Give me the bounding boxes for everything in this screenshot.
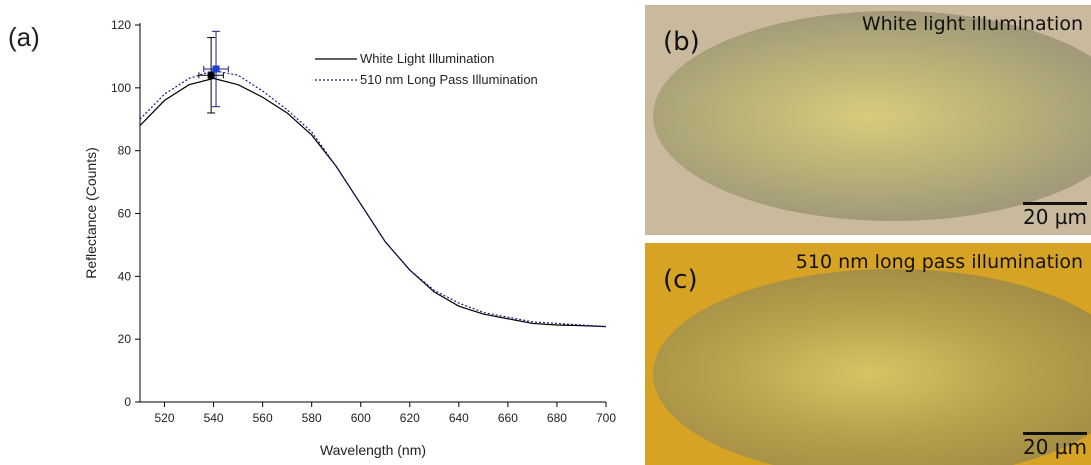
panel-caption: 510 nm long pass illumination xyxy=(796,251,1083,273)
y-tick-label: 0 xyxy=(124,395,131,409)
x-tick-label: 660 xyxy=(498,411,518,425)
panel-label: (b) xyxy=(663,27,700,57)
y-tick-label: 40 xyxy=(118,269,132,283)
y-tick-label: 100 xyxy=(111,81,131,95)
image-panel: (c) 510 nm long pass illumination 20 µm xyxy=(645,243,1091,465)
figure: {"chart_data": {"type": "line", "panel_l… xyxy=(0,0,1091,465)
chart: (a) Wavelength (nm) Reflectance (Counts)… xyxy=(0,0,640,465)
data-point xyxy=(213,65,220,72)
scale-bar: 20 µm xyxy=(1023,432,1087,459)
x-tick-label: 580 xyxy=(302,411,322,425)
scale-bar: 20 µm xyxy=(1023,202,1087,229)
x-tick-label: 680 xyxy=(547,411,567,425)
x-tick-label: 520 xyxy=(155,411,175,425)
legend-label: 510 nm Long Pass Illumination xyxy=(360,72,538,87)
specimen xyxy=(653,11,1091,221)
line xyxy=(140,71,606,327)
x-tick-label: 700 xyxy=(596,411,616,425)
x-tick-label: 640 xyxy=(449,411,469,425)
y-axis-label: Reflectance (Counts) xyxy=(83,147,99,279)
image-panel: (b) White light illumination 20 µm xyxy=(645,5,1091,235)
panel-caption: White light illumination xyxy=(862,13,1083,35)
y-tick-label: 20 xyxy=(118,332,132,346)
legend-label: White Light Illumination xyxy=(360,51,494,66)
panel-label: (a) xyxy=(8,22,40,52)
x-tick-label: 620 xyxy=(400,411,420,425)
x-tick-label: 600 xyxy=(351,411,371,425)
y-tick-label: 60 xyxy=(118,207,132,221)
data-point xyxy=(208,72,215,79)
y-tick-label: 120 xyxy=(111,18,131,32)
y-tick-label: 80 xyxy=(118,144,132,158)
line xyxy=(140,78,606,326)
panel-label: (c) xyxy=(663,265,698,295)
x-tick-label: 540 xyxy=(204,411,224,425)
x-axis-label: Wavelength (nm) xyxy=(320,442,426,458)
x-tick-label: 560 xyxy=(253,411,273,425)
